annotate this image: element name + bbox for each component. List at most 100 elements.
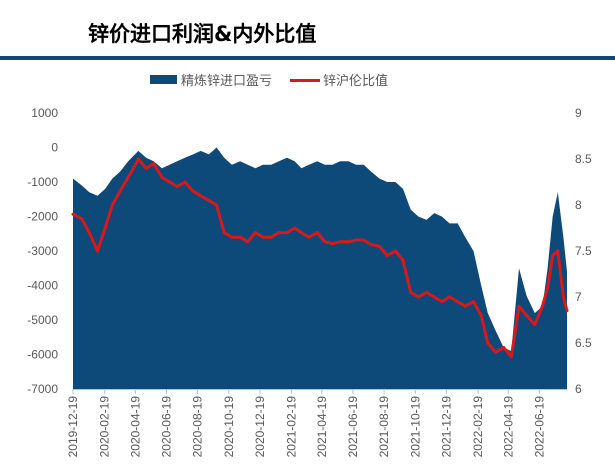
line-point <box>472 300 476 304</box>
y-right-tick-label: 9 <box>575 106 582 120</box>
line-point <box>238 235 242 239</box>
x-tick-label: 2022-02-19 <box>471 396 485 458</box>
x-tick-label: 2021-06-19 <box>346 396 360 458</box>
line-point <box>277 231 281 235</box>
line-point <box>293 226 297 230</box>
x-tick-label: 2021-12-19 <box>439 396 453 458</box>
line-point <box>561 295 565 299</box>
line-point <box>96 249 100 253</box>
line-point <box>269 235 273 239</box>
line-point <box>493 350 497 354</box>
legend-label-area: 精炼锌进口盈亏 <box>181 74 272 89</box>
line-point <box>354 238 358 242</box>
line-point <box>207 198 211 202</box>
y-left-tick-label: -4000 <box>27 279 58 293</box>
line-point <box>393 249 397 253</box>
line-point <box>463 304 467 308</box>
y-left-tick-label: -1000 <box>27 175 58 189</box>
line-point <box>540 304 544 308</box>
y-right-tick-label: 6 <box>575 382 582 396</box>
line-point <box>425 290 429 294</box>
line-point <box>285 231 289 235</box>
line-series-ratio <box>72 157 569 359</box>
line-point <box>126 175 130 179</box>
line-point <box>517 304 521 308</box>
line-point <box>509 355 513 359</box>
line-point <box>502 346 506 350</box>
y-left-tick-label: 0 <box>51 141 58 155</box>
line-point <box>307 235 311 239</box>
line-point <box>152 162 156 166</box>
line-point <box>385 254 389 258</box>
x-tick-label: 2021-08-19 <box>377 396 391 458</box>
line-point <box>183 180 187 184</box>
line-point <box>338 240 342 244</box>
line-point <box>110 203 114 207</box>
x-tick-label: 2019-12-19 <box>66 396 80 458</box>
line-point <box>261 235 265 239</box>
y-right-tick-label: 7 <box>575 290 582 304</box>
line-point <box>369 243 373 247</box>
line-point <box>551 254 555 258</box>
line-point <box>565 309 569 313</box>
y-left-tick-label: 1000 <box>31 106 58 120</box>
y-left-tick-label: -7000 <box>27 382 58 396</box>
line-point <box>456 300 460 304</box>
x-tick-label: 2020-04-19 <box>128 396 142 458</box>
y-right-tick-label: 8.5 <box>575 152 592 166</box>
line-point <box>191 189 195 193</box>
line-point <box>315 231 319 235</box>
x-tick-label: 2021-02-19 <box>285 396 299 458</box>
line-point <box>401 258 405 262</box>
line-point <box>432 295 436 299</box>
line-point <box>246 240 250 244</box>
line-point <box>331 242 335 246</box>
y-left-tick-label: -6000 <box>27 348 58 362</box>
line-point <box>346 240 350 244</box>
line-point <box>103 226 107 230</box>
line-point <box>362 238 366 242</box>
line-point <box>199 194 203 198</box>
y-right-tick-label: 7.5 <box>575 244 592 258</box>
y-left-tick-label: -5000 <box>27 313 58 327</box>
line-point <box>222 231 226 235</box>
line-point <box>448 295 452 299</box>
y-left-tick-label: -2000 <box>27 210 58 224</box>
line-point <box>323 240 327 244</box>
line-point <box>215 203 219 207</box>
y-right-tick-label: 8 <box>575 198 582 212</box>
line-point <box>546 286 550 290</box>
legend-swatch-line <box>290 79 320 82</box>
line-point <box>230 235 234 239</box>
line-point <box>71 212 75 216</box>
x-tick-label: 2020-06-19 <box>159 396 173 458</box>
line-point <box>253 231 257 235</box>
area-series-import-profit <box>73 147 567 389</box>
y-left-tick-label: -3000 <box>27 244 58 258</box>
x-tick-label: 2021-10-19 <box>408 396 422 458</box>
legend-swatch-area <box>150 75 177 84</box>
line-point <box>533 323 537 327</box>
line-point <box>440 300 444 304</box>
x-tick-label: 2022-06-19 <box>532 396 546 458</box>
x-tick-label: 2020-10-19 <box>222 396 236 458</box>
line-point <box>175 185 179 189</box>
line-point <box>144 166 148 170</box>
line-point <box>87 231 91 235</box>
page-title: 锌价进口利润&内外比值 <box>88 22 317 46</box>
x-tick-label: 2022-04-19 <box>501 396 515 458</box>
line-point <box>118 189 122 193</box>
y-right-tick-label: 6.5 <box>575 336 592 350</box>
line-point <box>80 217 84 221</box>
line-point <box>416 295 420 299</box>
legend: 精炼锌进口盈亏 锌沪伦比值 <box>150 73 388 89</box>
line-point <box>556 249 560 253</box>
legend-label-line: 锌沪伦比值 <box>323 73 388 89</box>
line-point <box>136 157 140 161</box>
x-tick-label: 2021-04-19 <box>315 396 329 458</box>
title-divider <box>0 56 615 60</box>
line-point <box>299 231 303 235</box>
line-point <box>525 313 529 317</box>
line-point <box>486 341 490 345</box>
